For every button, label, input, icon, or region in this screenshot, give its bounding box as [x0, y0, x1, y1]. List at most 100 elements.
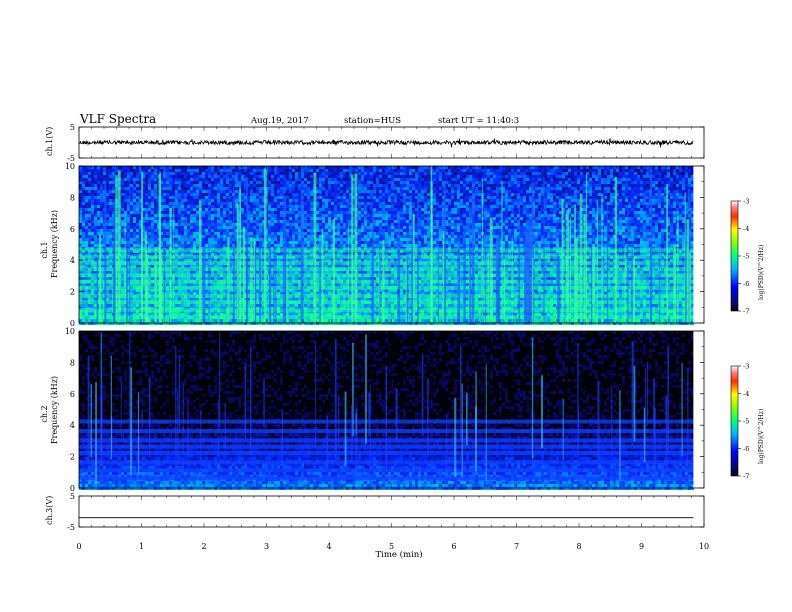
spectrogram-cell [274, 178, 277, 181]
spectrogram-cell [175, 226, 178, 229]
spectrogram-cell [550, 196, 553, 199]
spectrogram-cell [439, 187, 442, 190]
spectrogram-cell [535, 178, 538, 181]
spectrogram-cell [463, 193, 466, 196]
spectrogram-cell [424, 172, 427, 175]
spectrogram-cell [166, 211, 169, 214]
spectrogram-cell [319, 166, 322, 169]
spectrogram-cell [196, 211, 199, 214]
spectrogram-cell [121, 175, 124, 178]
spectrogram-cell [577, 211, 580, 214]
spectrogram-cell [388, 172, 391, 175]
spectrogram-cell [349, 181, 352, 184]
spectrogram-cell [445, 196, 448, 199]
spectrogram-cell [517, 190, 520, 193]
spectrogram-cell [214, 226, 217, 229]
spectrogram-cell [142, 175, 145, 178]
spectrogram-cell [397, 187, 400, 190]
spectrogram-cell [538, 223, 541, 226]
spectrogram-cell [298, 229, 301, 232]
spectrogram-cell [247, 190, 250, 193]
spectrogram-cell [556, 175, 559, 178]
spectrogram-cell [589, 232, 592, 235]
spectrogram-cell [250, 232, 253, 235]
spectrogram-cell [274, 220, 277, 223]
spectrogram-cell [385, 226, 388, 229]
spectrogram-cell [640, 190, 643, 193]
spectrogram-cell [178, 202, 181, 205]
spectrogram-cell [568, 181, 571, 184]
spectrogram-cell [604, 187, 607, 190]
spectrogram-cell [550, 205, 553, 208]
spectrogram-cell [385, 214, 388, 217]
spectrogram-cell [196, 214, 199, 217]
spectrogram-cell [388, 178, 391, 181]
spectrogram-cell [298, 172, 301, 175]
spectrogram-cell [226, 199, 229, 202]
spectrogram-cell [109, 226, 112, 229]
spectrogram-cell [307, 190, 310, 193]
spectrogram-cell [145, 178, 148, 181]
spectrogram-cell [202, 181, 205, 184]
spectrogram-cell [622, 232, 625, 235]
spectrogram-cell [577, 187, 580, 190]
spectrogram-cell [154, 208, 157, 211]
spectrogram-cell [463, 199, 466, 202]
spectrogram-cell [367, 223, 370, 226]
spectrogram-cell [529, 214, 532, 217]
spectrogram-cell [331, 223, 334, 226]
spectrogram-cell [259, 169, 262, 172]
spectrogram-cell [571, 205, 574, 208]
spectrogram-cell [586, 205, 589, 208]
spectrogram-cell [187, 169, 190, 172]
spectrogram-cell [400, 193, 403, 196]
spectrogram-cell [571, 193, 574, 196]
spectrogram-cell [421, 214, 424, 217]
spectrogram-cell [676, 187, 679, 190]
spectrogram-cell [334, 178, 337, 181]
spectrogram-cell [538, 232, 541, 235]
spectrogram-cell [436, 217, 439, 220]
spectrogram-cell [394, 226, 397, 229]
spectrogram-cell [232, 181, 235, 184]
spectrogram-cell [466, 190, 469, 193]
spectrogram-cell [670, 220, 673, 223]
spectrogram-cell [427, 235, 430, 238]
spectrogram-cell [679, 175, 682, 178]
spectrogram-cell [520, 220, 523, 223]
spectrogram-cell [247, 205, 250, 208]
spectrogram-cell [160, 169, 163, 172]
spectrogram-cell [673, 199, 676, 202]
spectrogram-cell [313, 169, 316, 172]
spectrogram-cell [448, 181, 451, 184]
spectrogram-cell [157, 187, 160, 190]
spectrogram-cell [508, 235, 511, 238]
spectrogram-cell [223, 205, 226, 208]
spectrogram-cell [400, 208, 403, 211]
spectrogram-cell [82, 202, 85, 205]
spectrogram-cell [553, 178, 556, 181]
spectrogram-cell [646, 205, 649, 208]
spectrogram-cell [631, 190, 634, 193]
spectrogram-cell [223, 214, 226, 217]
spectrogram-cell [370, 220, 373, 223]
spectrogram-cell [679, 220, 682, 223]
spectrogram-cell [382, 223, 385, 226]
spectrogram-cell [673, 178, 676, 181]
spectrogram-cell [547, 217, 550, 220]
spectrogram-cell [211, 178, 214, 181]
spectrogram-cell [163, 181, 166, 184]
spectrogram-cell [616, 199, 619, 202]
spectrogram-cell [361, 178, 364, 181]
spectrogram-cell [262, 208, 265, 211]
spectrogram-cell [181, 229, 184, 232]
spectrogram-cell [562, 169, 565, 172]
spectrogram-cell [166, 187, 169, 190]
spectrogram-cell [556, 190, 559, 193]
spectrogram-cell [202, 232, 205, 235]
spectrogram-cell [148, 205, 151, 208]
spectrogram-cell [484, 208, 487, 211]
spectrogram-cell [289, 184, 292, 187]
spectrogram-cell [589, 181, 592, 184]
spectrogram-cell [484, 187, 487, 190]
